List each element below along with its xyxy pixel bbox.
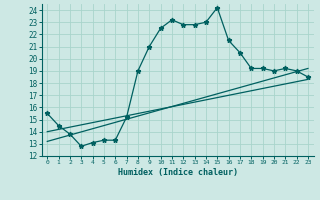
X-axis label: Humidex (Indice chaleur): Humidex (Indice chaleur) [118,168,237,177]
